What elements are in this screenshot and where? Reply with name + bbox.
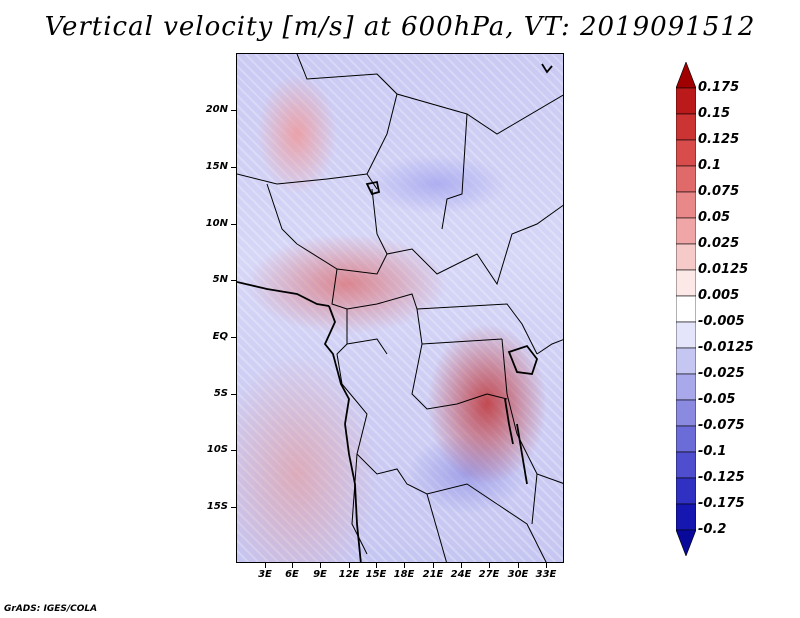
lat-label-eq: EQ	[212, 331, 228, 342]
lat-label-10n: 10N	[205, 218, 228, 229]
lon-label-27e: 27E	[478, 569, 500, 580]
lat-label-5n: 5N	[212, 274, 228, 285]
lon-tick	[320, 563, 321, 568]
colorbar-segment	[676, 217, 696, 245]
lon-label-12e: 12E	[338, 569, 360, 580]
colorbar-label: -0.1	[698, 444, 727, 459]
colorbar-segment	[676, 529, 696, 556]
colorbar-segment	[676, 373, 696, 401]
lat-label-15n: 15N	[205, 161, 228, 172]
colorbar-label: -0.005	[698, 314, 745, 329]
colorbar-segment	[676, 269, 696, 297]
lon-tick	[292, 563, 293, 568]
colorbar-segment	[676, 321, 696, 349]
lat-tick	[231, 450, 236, 451]
map-plot-area	[236, 53, 564, 563]
colorbar-segment	[676, 165, 696, 193]
lon-tick	[489, 563, 490, 568]
lat-tick	[231, 507, 236, 508]
colorbar-segment	[676, 62, 696, 89]
colorbar-segment	[676, 347, 696, 375]
colorbar-segment	[676, 503, 696, 531]
colorbar	[676, 62, 696, 556]
lon-label-3e: 3E	[258, 569, 272, 580]
lon-tick	[433, 563, 434, 568]
colorbar-label: -0.2	[698, 522, 727, 537]
lon-tick	[518, 563, 519, 568]
lat-label-20n: 20N	[205, 104, 228, 115]
lon-label-24e: 24E	[450, 569, 472, 580]
colorbar-segment	[676, 113, 696, 141]
colorbar-segment	[676, 87, 696, 115]
colorbar-label: -0.125	[698, 470, 745, 485]
lon-label-33e: 33E	[535, 569, 557, 580]
map-title: Vertical velocity [m/s] at 600hPa, VT: 2…	[44, 12, 756, 42]
colorbar-label: -0.175	[698, 496, 745, 511]
lat-tick	[231, 224, 236, 225]
colorbar-label: 0.005	[698, 288, 740, 303]
colorbar-label: 0.05	[698, 210, 731, 225]
colorbar-segment	[676, 477, 696, 505]
colorbar-label: -0.0125	[698, 340, 754, 355]
colorbar-segment	[676, 399, 696, 427]
lon-label-15e: 15E	[365, 569, 387, 580]
lon-tick	[461, 563, 462, 568]
lon-tick	[546, 563, 547, 568]
lon-tick	[376, 563, 377, 568]
colorbar-label: 0.15	[698, 106, 731, 121]
lon-tick	[349, 563, 350, 568]
colorbar-label: -0.075	[698, 418, 745, 433]
lon-tick	[404, 563, 405, 568]
lon-label-18e: 18E	[393, 569, 415, 580]
colorbar-label: 0.125	[698, 132, 740, 147]
lon-label-21e: 21E	[422, 569, 444, 580]
lat-label-5s: 5S	[213, 388, 228, 399]
colorbar-label: 0.0125	[698, 262, 749, 277]
colorbar-segment	[676, 451, 696, 479]
colorbar-segment	[676, 191, 696, 219]
colorbar-label: 0.075	[698, 184, 740, 199]
lat-tick	[231, 394, 236, 395]
lat-tick	[231, 110, 236, 111]
colorbar-segment	[676, 295, 696, 323]
colorbar-label: 0.025	[698, 236, 740, 251]
country-borders	[237, 54, 563, 562]
colorbar-label: 0.1	[698, 158, 722, 173]
lat-tick	[231, 167, 236, 168]
colorbar-segment	[676, 243, 696, 271]
lon-label-6e: 6E	[285, 569, 299, 580]
colorbar-segment	[676, 139, 696, 167]
lat-label-15s: 15S	[206, 501, 228, 512]
lat-tick	[231, 337, 236, 338]
colorbar-label: -0.05	[698, 392, 736, 407]
colorbar-segment	[676, 425, 696, 453]
lat-label-10s: 10S	[206, 444, 228, 455]
lon-label-9e: 9E	[313, 569, 327, 580]
lon-tick	[265, 563, 266, 568]
colorbar-label: -0.025	[698, 366, 745, 381]
colorbar-label: 0.175	[698, 80, 740, 95]
lon-label-30e: 30E	[507, 569, 529, 580]
lat-tick	[231, 280, 236, 281]
grads-credit: GrADS: IGES/COLA	[4, 604, 98, 614]
